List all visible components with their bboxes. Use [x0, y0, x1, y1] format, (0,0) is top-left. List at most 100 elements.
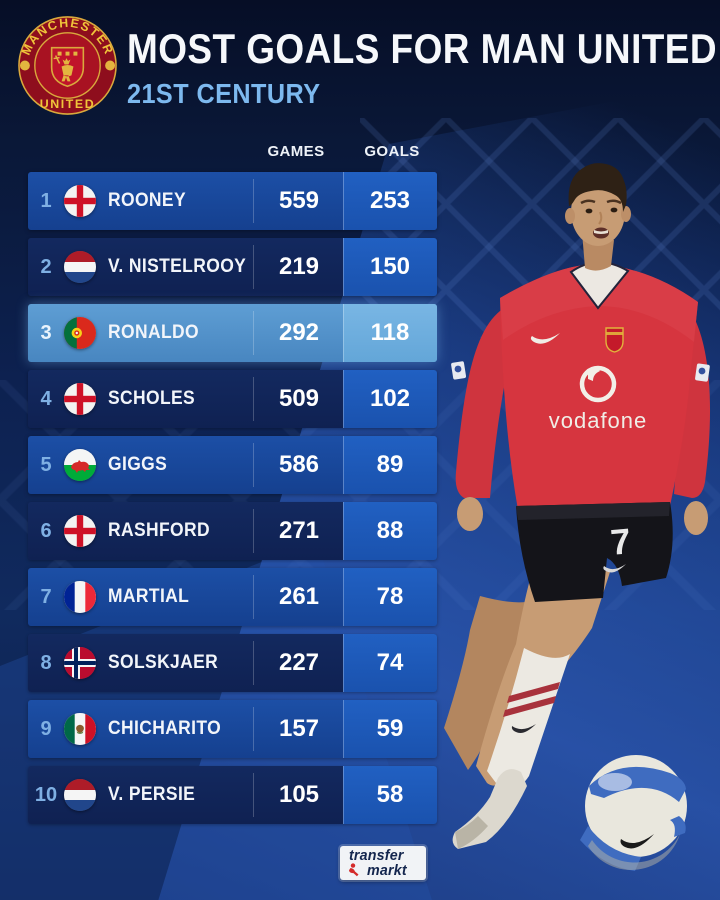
ball-blue-band-bottom	[580, 826, 641, 871]
goals-value: 78	[376, 583, 404, 610]
goals-value: 118	[370, 319, 410, 346]
eyebrow-right	[606, 199, 622, 205]
player-ear-right	[621, 206, 631, 222]
country-flag-icon	[64, 779, 96, 811]
ball-blue-patch	[670, 816, 686, 837]
player-left-sleeve	[455, 308, 508, 498]
goals-cell: 253	[343, 172, 437, 230]
player-jersey	[500, 264, 698, 510]
goals-value: 89	[376, 451, 404, 478]
crest-bottom-text: UNITED	[40, 97, 96, 111]
goals-cell: 89	[343, 436, 437, 494]
goals-value: 102	[369, 385, 411, 412]
player-photo-ronaldo: vodafone 7	[444, 163, 711, 871]
country-flag-icon	[64, 713, 96, 745]
table-row: 10 V. PERSIE 105 58	[28, 766, 437, 824]
country-flag-icon	[64, 449, 96, 481]
player-name: ROONEY	[108, 190, 186, 211]
table-row: 4 SCHOLES 509 102	[28, 370, 437, 428]
table-row: 3 RONALDO 292 118	[28, 304, 437, 362]
shirt-number-text: 7	[609, 520, 633, 563]
shorts-swoosh-icon	[603, 564, 626, 573]
nike-swoosh-icon	[530, 333, 560, 344]
shorts-waistband	[516, 502, 670, 520]
ball-highlight	[598, 773, 632, 791]
crest-devil	[61, 58, 74, 82]
table-row: 5 GIGGS 586 89	[28, 436, 437, 494]
table-row: 2 V. NISTELROOY 219 150	[28, 238, 437, 296]
country-flag-icon	[64, 185, 96, 217]
sock-swoosh-icon	[511, 724, 536, 733]
crest-trident	[53, 55, 61, 64]
games-value: 559	[278, 187, 320, 214]
rank-number: 9	[40, 718, 52, 740]
goals-cell: 150	[343, 238, 437, 296]
goals-value: 88	[376, 517, 404, 544]
goals-cell: 74	[343, 634, 437, 692]
player-sock	[487, 648, 570, 790]
table-row: 1 ROONEY 559 253	[28, 172, 437, 230]
rank-number: 4	[40, 388, 52, 410]
country-flag-icon	[64, 515, 96, 547]
goals-value: 253	[369, 187, 411, 214]
sock-stripe-2	[503, 696, 556, 717]
player-name: RASHFORD	[108, 520, 211, 541]
goals-value: 74	[376, 649, 404, 676]
player-name: CHICHARITO	[108, 718, 222, 739]
goals-cell: 78	[343, 568, 437, 626]
shirt-sponsor-text: vodafone	[549, 408, 648, 433]
games-value: 271	[278, 517, 320, 544]
column-header-games: GAMES	[267, 143, 325, 160]
rank-number: 7	[40, 586, 52, 608]
brand-text-transfer: transfer	[349, 847, 404, 864]
rank-number: 5	[40, 454, 52, 476]
country-flag-icon	[64, 581, 96, 613]
chest-crest-icon	[605, 327, 624, 353]
column-header-goals: GOALS	[364, 143, 420, 160]
player-name: V. PERSIE	[108, 784, 196, 805]
goals-cell: 59	[343, 700, 437, 758]
games-value: 157	[278, 715, 320, 742]
eye-right	[610, 207, 618, 213]
player-ear-left	[565, 208, 575, 224]
transfermarkt-logo: transfer markt	[340, 846, 426, 880]
ball-swoosh-icon	[620, 834, 654, 849]
player-name: RONALDO	[108, 322, 199, 343]
player-name: MARTIAL	[108, 586, 190, 607]
country-flag-icon	[64, 647, 96, 679]
ball-shadow	[588, 834, 680, 870]
sleeve-patch-right-lion	[698, 367, 706, 375]
boot-sole	[455, 816, 488, 849]
page-subtitle: 21ST CENTURY	[127, 78, 321, 109]
player-right-hand	[684, 501, 708, 535]
games-value: 227	[278, 649, 320, 676]
table-row: 9 CHICHARITO 157 59	[28, 700, 437, 758]
goals-cell: 88	[343, 502, 437, 560]
page-title: MOST GOALS FOR MAN UNITED	[127, 25, 718, 72]
games-value: 509	[278, 385, 320, 412]
rank-number: 6	[40, 520, 52, 542]
player-trailing-leg	[444, 596, 526, 770]
vodafone-mark-icon	[588, 369, 600, 381]
games-value: 105	[278, 781, 320, 808]
rank-number: 8	[40, 652, 52, 674]
player-name: SOLSKJAER	[108, 652, 219, 673]
rank-number: 2	[40, 256, 52, 278]
player-face	[571, 178, 625, 246]
games-value: 261	[278, 583, 320, 610]
ranking-table-body: 1 ROONEY 559 253 2 V. NISTELROOY 219 150…	[28, 172, 437, 832]
man-united-crest: MANCHESTER UNITED	[18, 16, 117, 115]
goals-cell: 58	[343, 766, 437, 824]
player-hair	[568, 163, 627, 212]
sleeve-patch-lion	[454, 365, 462, 373]
table-row: 8 SOLSKJAER 227 74	[28, 634, 437, 692]
rank-number: 3	[40, 322, 52, 344]
nose	[598, 211, 603, 225]
rank-number: 10	[34, 784, 58, 806]
games-value: 586	[278, 451, 320, 478]
goals-cell: 118	[343, 304, 437, 362]
player-name: GIGGS	[108, 454, 168, 475]
crest-ball-right	[105, 60, 116, 71]
sock-stripe-1	[507, 682, 560, 703]
